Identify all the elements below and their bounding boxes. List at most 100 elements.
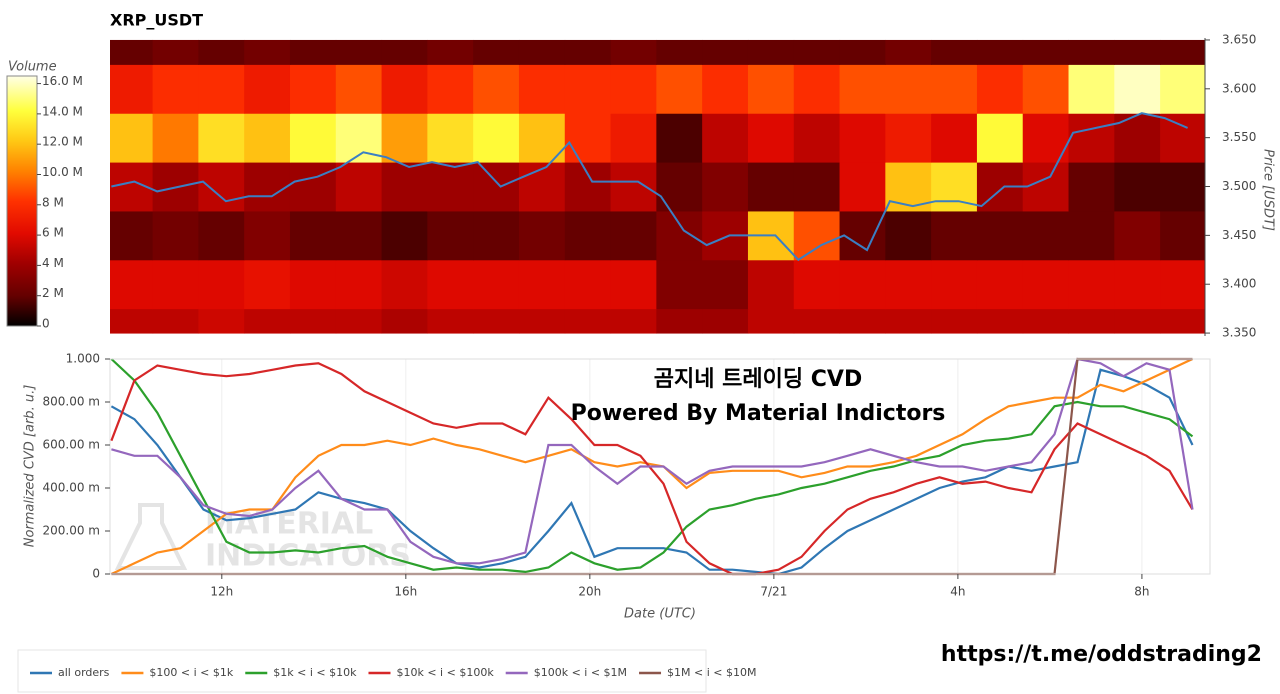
heatmap-cell <box>1068 39 1115 65</box>
heatmap-cell <box>1160 113 1205 163</box>
heatmap-cell <box>839 259 886 310</box>
heatmap-cell <box>381 162 428 212</box>
x-tick-label: 4h <box>950 585 965 599</box>
heatmap-cell <box>610 113 657 163</box>
y-axis-label: Price [USDT] <box>1261 149 1276 231</box>
heatmap-cell <box>335 259 383 310</box>
y-tick-label: 3.400 <box>1222 277 1256 291</box>
heatmap-cell <box>564 64 612 114</box>
heatmap-cell <box>289 210 337 261</box>
colorbar-tick-label: 14.0 M <box>42 104 83 118</box>
heatmap-cell <box>564 113 612 163</box>
heatmap-cell <box>289 259 337 310</box>
heatmap-cell <box>702 162 749 212</box>
y-tick-label: 1.000 <box>66 352 100 366</box>
y-tick-label: 3.500 <box>1222 179 1256 193</box>
heatmap-cell <box>931 113 978 163</box>
heatmap-cell <box>381 308 428 334</box>
heatmap-cell <box>1022 308 1070 334</box>
heatmap-cell <box>656 259 703 310</box>
series-line <box>110 358 1193 575</box>
heatmap-cell <box>473 113 520 163</box>
colorbar-tick-label: 12.0 M <box>42 135 83 149</box>
x-tick-label: 16h <box>394 585 417 599</box>
heatmap-cell <box>702 113 749 163</box>
heatmap-cell <box>1114 39 1161 65</box>
heatmap-cell <box>656 210 703 261</box>
heatmap-cell <box>198 308 245 334</box>
heatmap-cell <box>427 113 474 163</box>
colorbar <box>6 75 38 327</box>
heatmap-cell <box>198 64 245 114</box>
heatmap-cell <box>793 162 841 212</box>
series-line <box>110 358 1194 574</box>
y-tick-label: 800.00 m <box>43 395 101 409</box>
heatmap-cell <box>381 39 428 65</box>
heatmap-cell <box>152 259 199 310</box>
heatmap-cell <box>518 308 566 334</box>
heatmap-cell <box>885 113 932 163</box>
heatmap-cell <box>335 64 383 114</box>
annotation: Powered By Material Indictors <box>571 401 946 426</box>
heatmap-cell <box>381 259 428 310</box>
y-tick-label: 200.00 m <box>43 524 101 538</box>
heatmap-cell <box>473 64 520 114</box>
chart-title: XRP_USDT <box>110 11 203 30</box>
heatmap-cell <box>289 64 337 114</box>
heatmap-cell <box>1160 39 1205 65</box>
heatmap-cell <box>244 210 291 261</box>
heatmap-cell <box>289 162 337 212</box>
heatmap-cell <box>747 113 795 163</box>
heatmap-cell <box>381 64 428 114</box>
heatmap-cell <box>427 64 474 114</box>
heatmap-cell <box>244 64 291 114</box>
heatmap-cell <box>656 308 703 334</box>
x-tick-label: 20h <box>578 585 601 599</box>
y-tick-label: 3.550 <box>1222 130 1256 144</box>
heatmap-cell <box>1160 259 1205 310</box>
colorbar-label: Volume <box>8 60 57 75</box>
heatmap-cell <box>610 308 657 334</box>
heatmap-cell <box>702 39 749 65</box>
x-tick-label: 8h <box>1134 585 1149 599</box>
heatmap-cell <box>885 64 932 114</box>
heatmap-cell <box>198 39 245 65</box>
heatmap-cell <box>1114 259 1161 310</box>
legend-label: $1M < i < $10M <box>667 666 756 679</box>
heatmap-cell <box>473 308 520 334</box>
heatmap-cell <box>610 64 657 114</box>
y-tick-label: 400.00 m <box>43 481 101 495</box>
heatmap-cell <box>1114 64 1161 114</box>
heatmap-cell <box>564 162 612 212</box>
heatmap-cell <box>518 162 566 212</box>
heatmap-cell <box>289 39 337 65</box>
heatmap-cell <box>152 64 199 114</box>
x-axis-label: Date (UTC) <box>624 607 696 622</box>
heatmap-cell <box>1160 210 1205 261</box>
heatmap-cell <box>1022 259 1070 310</box>
heatmap-cell <box>656 64 703 114</box>
heatmap-cell <box>381 210 428 261</box>
heatmap-cell <box>1068 162 1115 212</box>
heatmap-cell <box>1114 162 1161 212</box>
heatmap-cell <box>702 259 749 310</box>
heatmap-cell <box>610 259 657 310</box>
heatmap-cell <box>1068 308 1115 334</box>
heatmap-cell <box>244 259 291 310</box>
x-tick-label: 12h <box>210 585 233 599</box>
heatmap-cell <box>110 210 154 261</box>
heatmap-cell <box>289 308 337 334</box>
y-tick-label: 3.600 <box>1222 81 1256 95</box>
heatmap-cell <box>885 210 932 261</box>
heatmap-cell <box>110 64 154 114</box>
colorbar-tick-label: 4 M <box>42 256 64 270</box>
heatmap-cell <box>381 113 428 163</box>
heatmap-cell <box>427 162 474 212</box>
heatmap-cell <box>1114 113 1161 163</box>
heatmap-cell <box>110 39 154 65</box>
heatmap-cell <box>1022 39 1070 65</box>
heatmap-cell <box>931 210 978 261</box>
heatmap-cell <box>976 64 1024 114</box>
heatmap-cell <box>335 210 383 261</box>
